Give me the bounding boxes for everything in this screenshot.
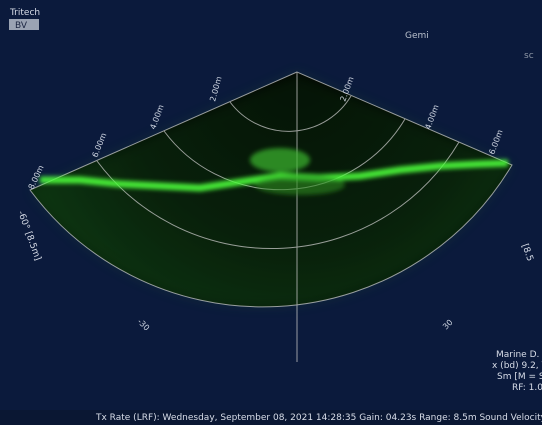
brand: Tritech bbox=[9, 8, 40, 18]
info-line: RF: 1.0 bbox=[512, 383, 542, 393]
info-line: Marine D. T bbox=[496, 350, 542, 360]
info-line: Sm [M = SP bbox=[497, 372, 542, 382]
decoration bbox=[40, 159, 509, 192]
badge: BV bbox=[15, 21, 28, 31]
badge-bg bbox=[9, 19, 39, 30]
range-arc bbox=[229, 95, 352, 132]
decoration bbox=[255, 175, 345, 195]
status-bar-bg bbox=[0, 410, 542, 425]
decoration bbox=[250, 148, 310, 172]
logo-sub: sc bbox=[524, 51, 534, 61]
seabed-return bbox=[40, 148, 509, 195]
range-arc bbox=[96, 141, 460, 249]
decoration bbox=[29, 71, 513, 308]
status-bar: Tx Rate (LRF): Wednesday, September 08, … bbox=[95, 413, 542, 423]
info-line: x (bd) 9.2, Y bbox=[492, 361, 542, 371]
logo: Gemi bbox=[405, 31, 429, 41]
